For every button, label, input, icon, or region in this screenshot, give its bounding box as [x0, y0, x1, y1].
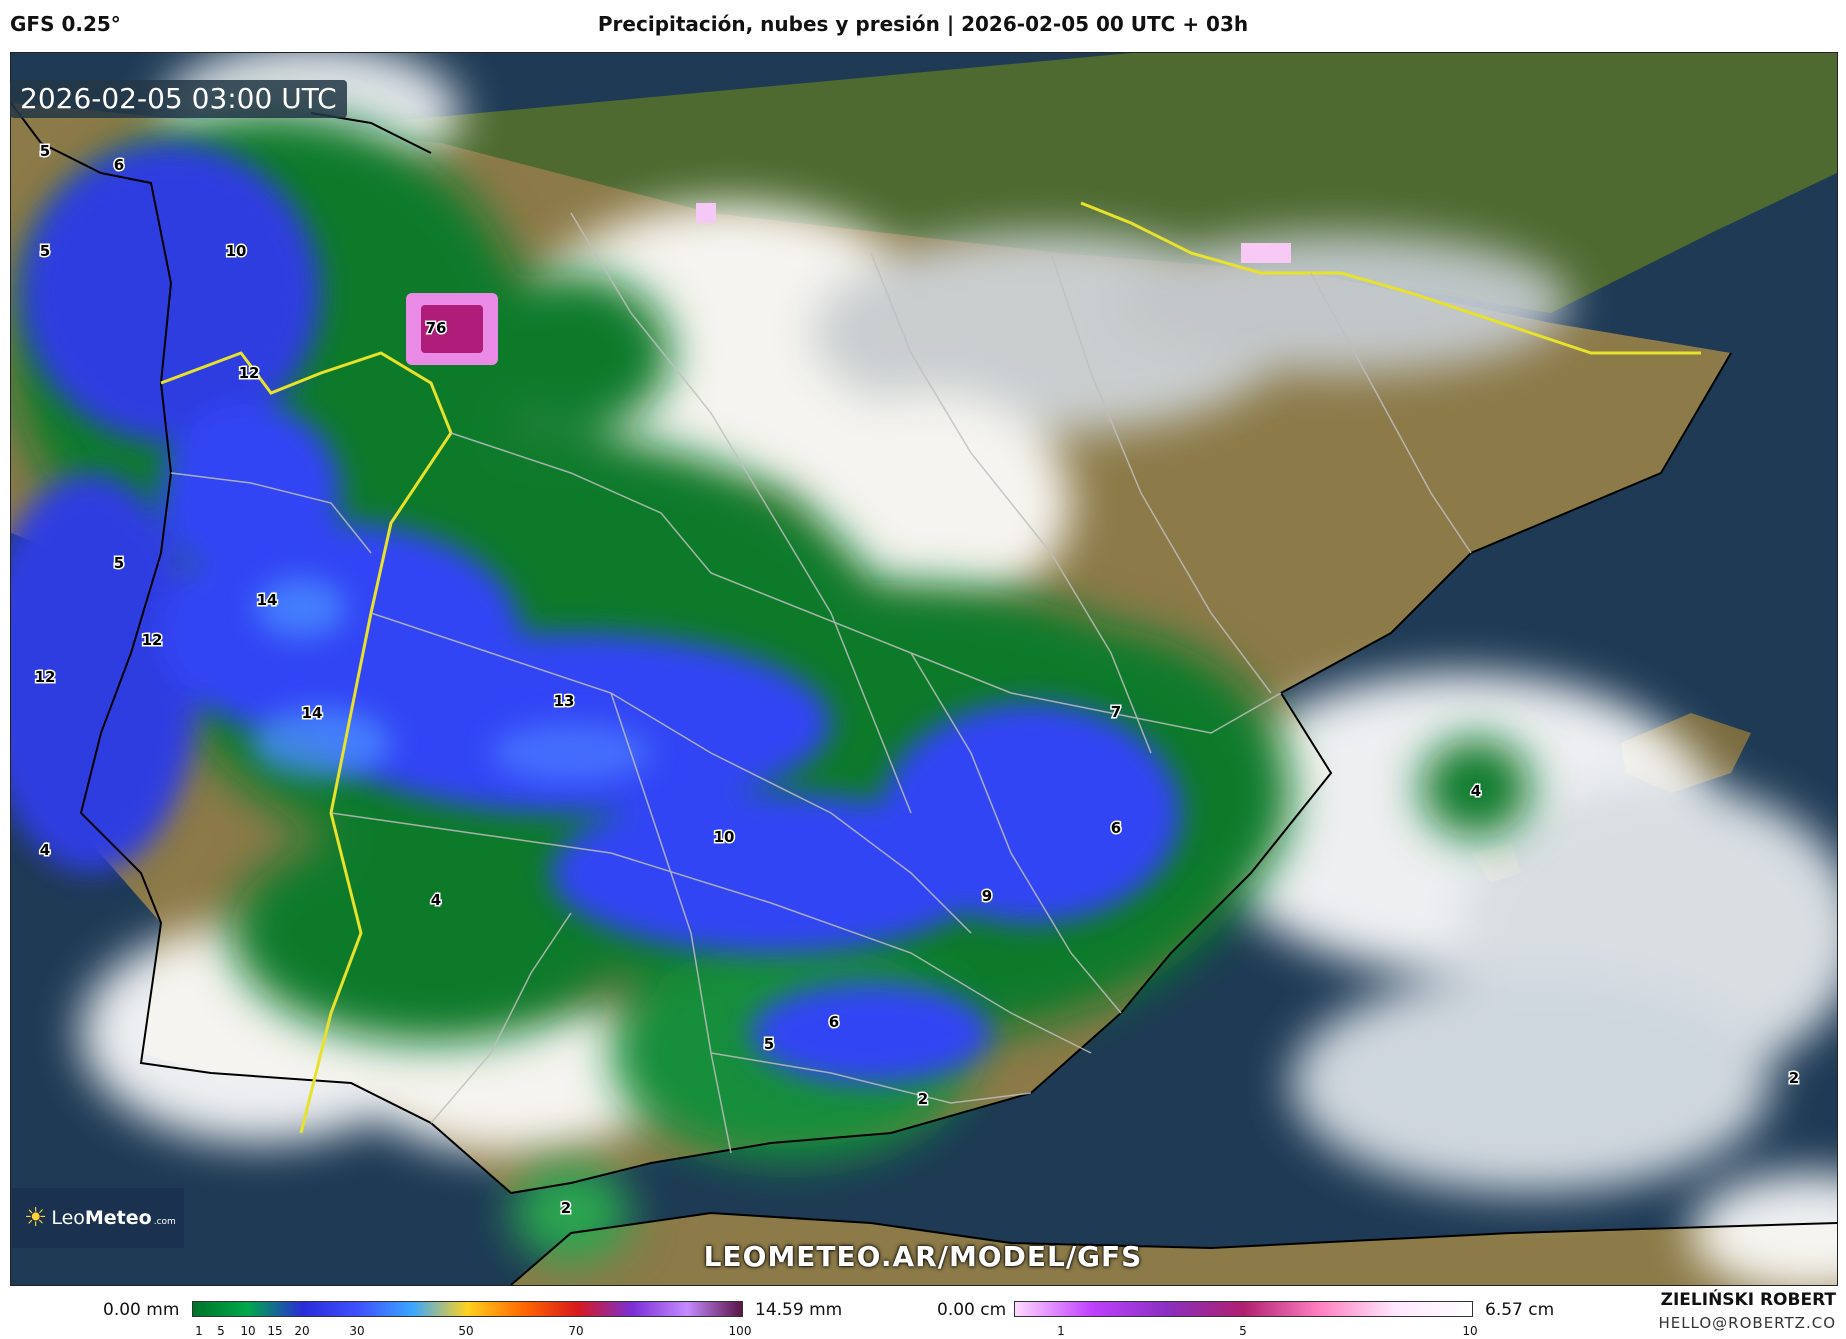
logo-text-meteo: Meteo	[84, 1207, 152, 1229]
precip-tick: 15	[267, 1324, 283, 1338]
precip-legend-max: 14.59 mm	[755, 1300, 843, 1320]
snow-tick: 10	[1462, 1324, 1478, 1338]
precip-value-label: 6	[829, 1013, 839, 1031]
border-portugal	[160, 351, 453, 1134]
precip-value-label: 2	[561, 1199, 571, 1217]
coastline-africa	[510, 1211, 1837, 1285]
precip-value-label: 13	[554, 692, 575, 710]
precip-value-label: 4	[1471, 782, 1481, 800]
precip-value-label: 2	[918, 1090, 928, 1108]
snow-cell-small	[696, 203, 716, 223]
precip-value-label: 10	[226, 242, 247, 260]
land-africa	[511, 1213, 1837, 1285]
precip-value-label: 5	[40, 242, 50, 260]
precip-tick: 30	[349, 1324, 365, 1338]
snow-tick: 5	[1239, 1324, 1247, 1338]
precip-legend-min: 0.00 mm	[103, 1300, 180, 1320]
logo-text-leo: Leo	[51, 1207, 85, 1229]
precip-value-label: 5	[40, 142, 50, 160]
precip-value-label: 12	[35, 668, 56, 686]
precip-colorbar	[192, 1301, 743, 1317]
cloud-layer	[81, 53, 1837, 1285]
map-canvas: 5 6 5 10 76 12 5 14 12 12 14 13 7 4 6 4 …	[11, 53, 1837, 1285]
precip-value-label: 6	[114, 156, 124, 174]
precip-value-label: 2	[1789, 1069, 1799, 1087]
precip-tick: 1	[195, 1324, 203, 1338]
snow-cell-inner	[421, 305, 483, 353]
precip-value-label: 4	[431, 891, 441, 909]
precip-value-label: 12	[142, 631, 163, 649]
author-email[interactable]: HELLO@ROBERTZ.CO	[1658, 1314, 1836, 1332]
precip-value-label: 5	[114, 554, 124, 572]
coastline	[11, 102, 1732, 1195]
region-borders	[170, 212, 1472, 1154]
precip-value-label: 7	[1111, 703, 1121, 721]
model-label: GFS 0.25°	[10, 12, 121, 36]
precip-value-label: 10	[714, 828, 735, 846]
valid-time-badge: 2026-02-05 03:00 UTC	[10, 80, 347, 118]
precip-value-label: 76	[426, 319, 447, 337]
precip-labels: 5 6 5 10 76 12 5 14 12 12 14 13 7 4 6 4 …	[33, 141, 1801, 1219]
author-name: ZIELIŃSKI ROBERT	[1660, 1290, 1836, 1310]
precip-value-label: 12	[239, 364, 260, 382]
map-title: Precipitación, nubes y presión | 2026-02…	[597, 12, 1249, 36]
precip-value-label: 4	[40, 841, 50, 859]
leometeo-logo: ☀ Leo Meteo .com	[12, 1188, 184, 1248]
precip-tick: 5	[217, 1324, 225, 1338]
precip-value-label: 5	[764, 1035, 774, 1053]
snow-cell-pyrenees	[1241, 243, 1291, 263]
precip-value-label: 14	[257, 591, 278, 609]
source-watermark: LEOMETEO.AR/MODEL/GFS	[703, 1240, 1143, 1273]
precip-value-label: 6	[1111, 819, 1121, 837]
border-france	[1080, 201, 1701, 355]
weather-map[interactable]: 5 6 5 10 76 12 5 14 12 12 14 13 7 4 6 4 …	[10, 52, 1838, 1286]
precip-tick: 10	[240, 1324, 256, 1338]
precip-lightblue-layer	[251, 578, 651, 783]
precip-value-label: 14	[302, 704, 323, 722]
logo-text-domain: .com	[153, 1217, 176, 1227]
precip-tick: 70	[568, 1324, 584, 1338]
precip-value-label: 9	[982, 887, 992, 905]
snow-legend-max: 6.57 cm	[1485, 1300, 1555, 1320]
sun-icon: ☀	[24, 1203, 48, 1233]
snow-legend-min: 0.00 cm	[937, 1300, 1007, 1320]
snow-colorbar	[1014, 1301, 1473, 1317]
precip-tick: 20	[294, 1324, 310, 1338]
precip-tick: 100	[728, 1324, 752, 1338]
snow-tick: 1	[1057, 1324, 1065, 1338]
precip-tick: 50	[458, 1324, 474, 1338]
